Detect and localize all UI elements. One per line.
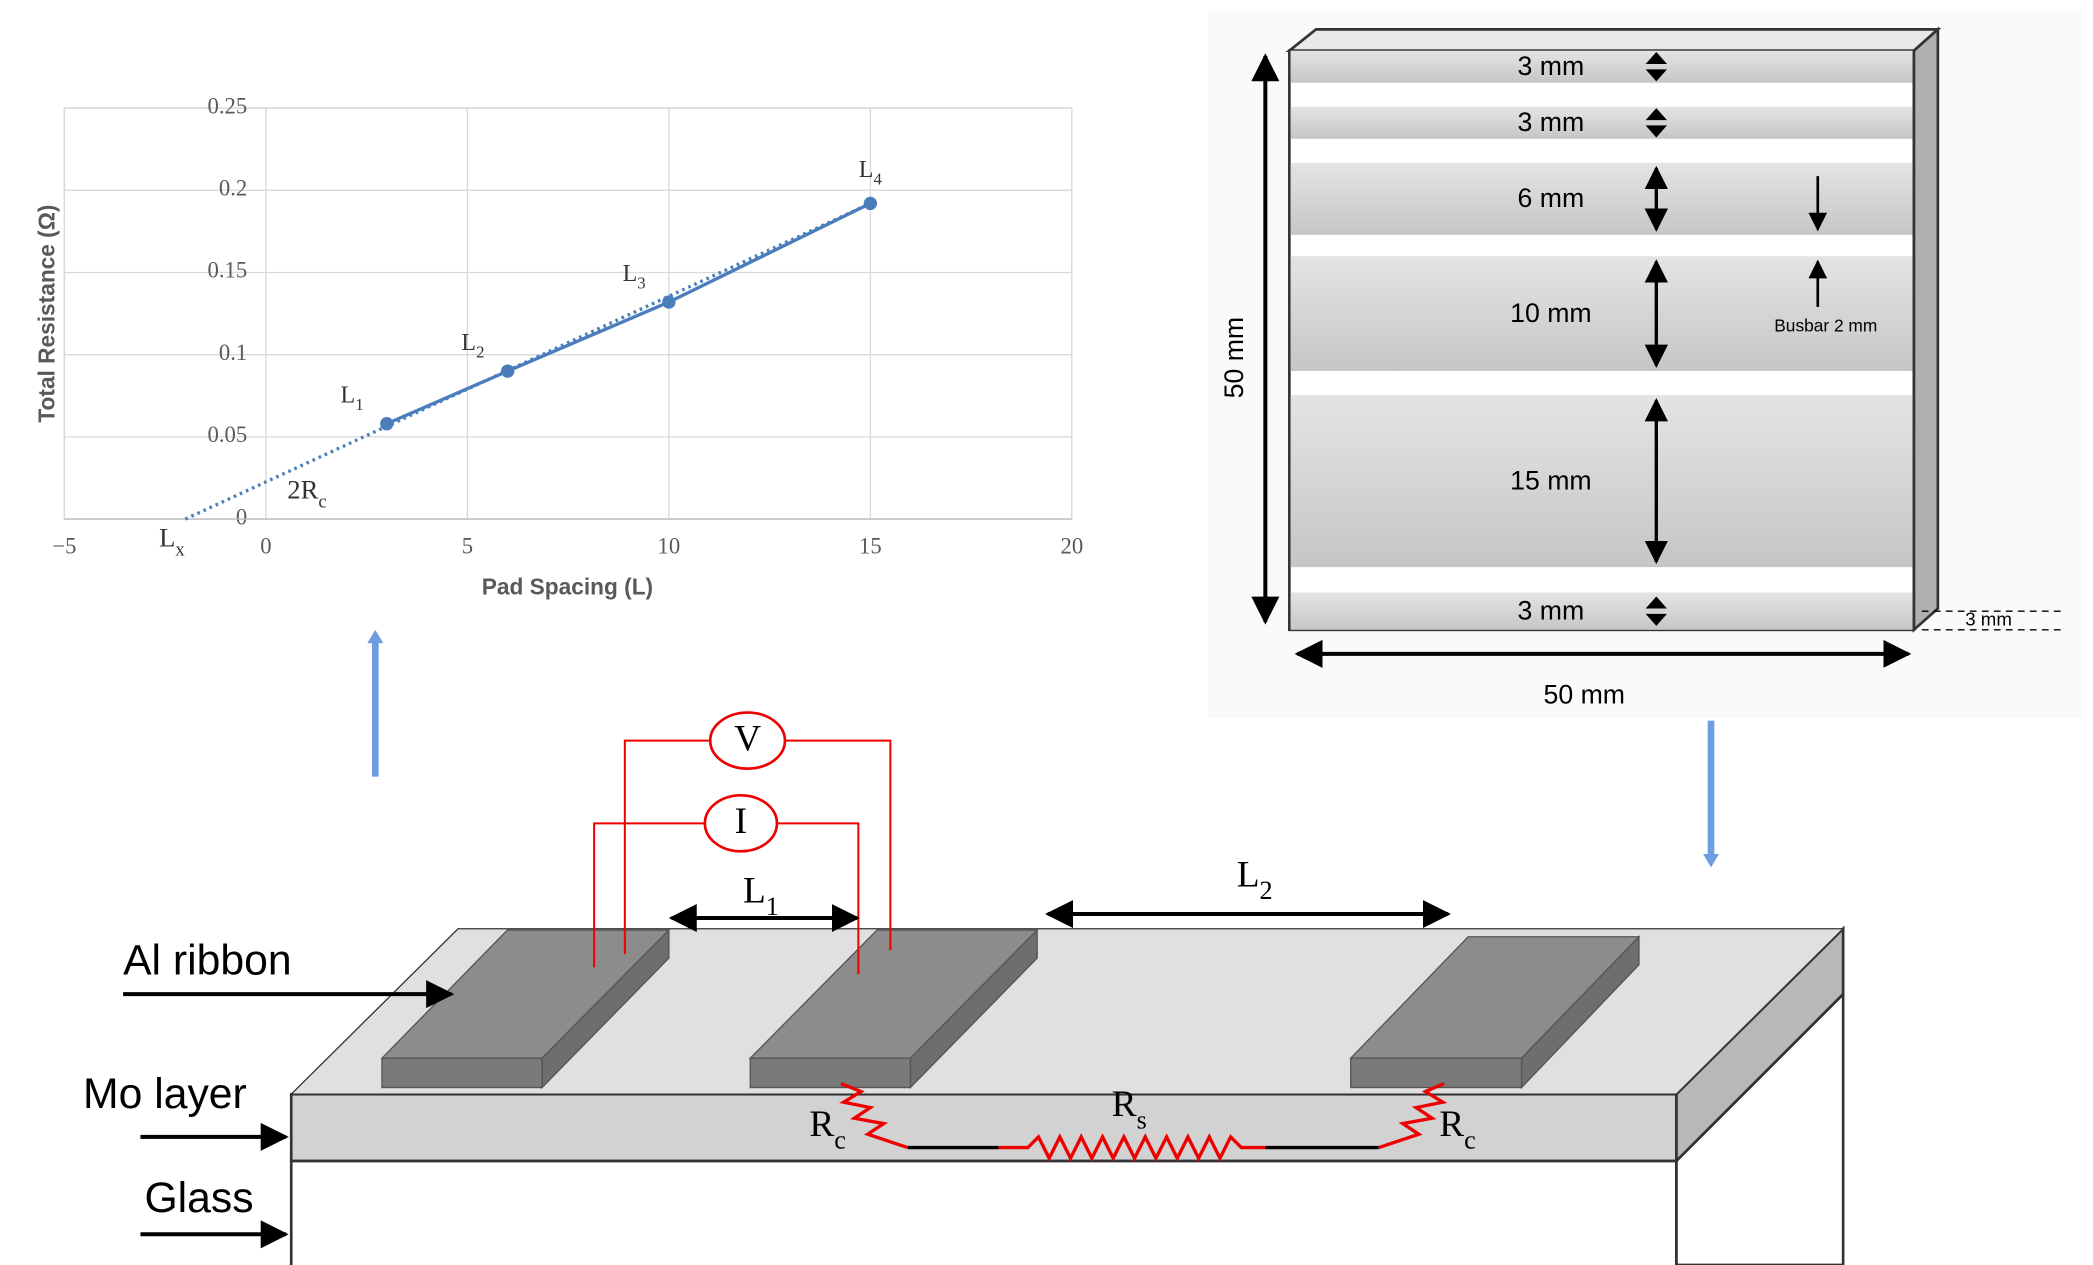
data-point <box>380 417 393 430</box>
strip <box>1291 51 1913 83</box>
strip <box>1291 395 1913 567</box>
point-label: L3 <box>623 261 646 293</box>
glass-front <box>291 1161 1676 1265</box>
busbar-label: Busbar 2 mm <box>1774 316 1877 336</box>
v-label: V <box>734 718 761 759</box>
strip-label: 3 mm <box>1518 596 1585 626</box>
point-label: L2 <box>461 330 484 362</box>
layer-label: Glass <box>144 1174 253 1222</box>
x-axis-title: Pad Spacing (L) <box>482 573 653 599</box>
flow-arrow-head <box>1703 854 1719 867</box>
strip-label: 3 mm <box>1518 107 1585 137</box>
annotation: Lx <box>159 523 185 561</box>
thickness-label: 3 mm <box>1965 608 2012 629</box>
y-tick-label: 0.1 <box>219 340 247 365</box>
strip-label: 3 mm <box>1518 51 1585 81</box>
layer-label: Mo layer <box>83 1070 247 1118</box>
y-tick-label: 0.2 <box>219 175 247 200</box>
data-point <box>501 364 514 377</box>
strip-label: 15 mm <box>1510 465 1592 495</box>
y-tick-label: 0.25 <box>208 93 248 118</box>
x-tick-label: 20 <box>1061 534 1084 559</box>
y-tick-label: 0 <box>236 504 247 529</box>
strip-label: 10 mm <box>1510 298 1592 328</box>
width-label: 50 mm <box>1544 680 1626 710</box>
data-point <box>662 295 675 308</box>
strip <box>1291 107 1913 139</box>
sample-diagram: 3 mm 3 mm 6 mm 10 mm 15 mm 3 mm Busbar 2 mm 5… <box>1208 11 2082 718</box>
pad-front <box>1351 1058 1522 1087</box>
y-tick-label: 0.15 <box>208 258 248 283</box>
pad-front <box>382 1058 542 1087</box>
cross-section: V I L1 L2 Rc Rs Rc Al ribbon Mo layer Gl… <box>83 713 1843 1265</box>
point-label: L1 <box>341 383 364 415</box>
spacing-label: L2 <box>1237 855 1273 905</box>
flow-arrow-head <box>367 630 383 643</box>
layer-label: Al ribbon <box>123 937 291 985</box>
x-tick-label: 5 <box>462 534 473 559</box>
plot-area <box>64 108 1071 519</box>
annotation: 2Rc <box>287 475 326 513</box>
strip <box>1291 592 1913 629</box>
page: {"chart_data": {"type": "line", "x_label… <box>0 0 2093 1265</box>
y-tick-label: 0.05 <box>208 422 248 447</box>
v-wire <box>625 741 710 955</box>
x-tick-label: 15 <box>859 534 882 559</box>
chart: Pad Spacing (L) Total Resistance (Ω) 0 0.… <box>33 93 1083 599</box>
i-label: I <box>735 801 747 842</box>
top-face <box>1289 29 1938 50</box>
strip <box>1291 163 1913 235</box>
x-tick-label: 10 <box>658 534 681 559</box>
height-label: 50 mm <box>1219 317 1249 399</box>
data-point <box>864 197 877 210</box>
strip <box>1291 256 1913 371</box>
spacing-label: L1 <box>743 871 779 921</box>
pad-front <box>750 1058 910 1087</box>
figure: 3 mm 3 mm 6 mm 10 mm 15 mm 3 mm Busbar 2 mm 5… <box>0 0 2093 1265</box>
y-axis-title: Total Resistance (Ω) <box>33 205 59 423</box>
side-face <box>1914 29 1938 629</box>
x-tick-label: 0 <box>260 534 271 559</box>
strip-label: 6 mm <box>1518 183 1585 213</box>
x-tick-label: −5 <box>52 534 76 559</box>
